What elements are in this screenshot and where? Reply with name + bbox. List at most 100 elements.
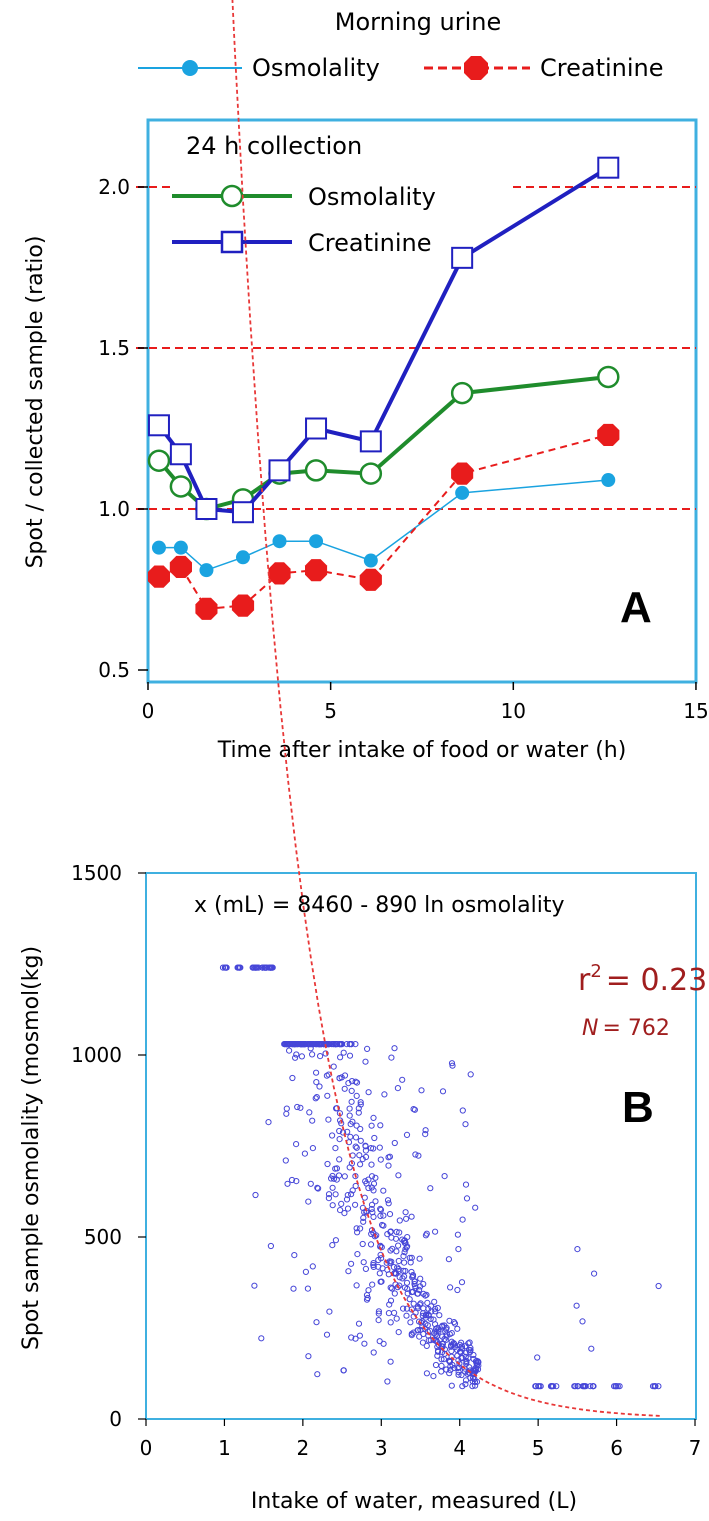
scatter-point xyxy=(422,1131,429,1138)
scatter-point xyxy=(298,1053,305,1060)
scatter-point xyxy=(394,1264,401,1271)
data-point xyxy=(195,597,218,620)
scatter-point xyxy=(395,1242,402,1249)
scatter-point xyxy=(473,1362,480,1369)
scatter-point xyxy=(451,1340,458,1348)
x-tick-label: 2 xyxy=(296,1436,309,1460)
scatter-point xyxy=(408,1330,415,1337)
scatter-point xyxy=(393,1270,400,1277)
scatter-point xyxy=(433,1328,440,1335)
scatter-point xyxy=(326,1308,333,1315)
scatter-point xyxy=(330,1063,337,1070)
scatter-point xyxy=(348,1334,355,1341)
scatter-point xyxy=(301,1150,308,1157)
scatter-point xyxy=(423,1291,430,1298)
scatter-point xyxy=(333,1105,340,1112)
scatter-point xyxy=(353,1079,361,1086)
scatter-point xyxy=(325,1191,333,1198)
scatter-point xyxy=(415,1327,422,1334)
scatter-point xyxy=(352,1143,359,1150)
x-tick-label: 0 xyxy=(140,1436,153,1460)
data-point xyxy=(231,501,254,524)
legend-24h-osmolality-marker-icon xyxy=(220,184,244,208)
scatter-point xyxy=(431,1298,438,1305)
scatter-point xyxy=(467,1071,474,1078)
scatter-point xyxy=(284,1180,291,1187)
data-point xyxy=(451,462,474,485)
scatter-point xyxy=(400,1253,407,1260)
scatter-point xyxy=(381,1091,388,1098)
data-point xyxy=(199,563,214,578)
scatter-point xyxy=(353,1144,360,1151)
scatter-point xyxy=(341,1173,348,1180)
scatter-point xyxy=(357,1161,364,1168)
scatter-point xyxy=(330,1175,338,1182)
scatter-point xyxy=(467,1344,474,1352)
data-point xyxy=(169,555,192,578)
scatter-point xyxy=(309,1051,316,1058)
x-tick-label: 15 xyxy=(683,699,708,723)
scatter-point xyxy=(449,1062,456,1069)
scatter-point xyxy=(344,1205,352,1212)
scatter-point xyxy=(354,1229,361,1236)
scatter-point xyxy=(337,1207,344,1214)
scatter-point xyxy=(294,1103,301,1111)
x-tick-label: 1 xyxy=(218,1436,231,1460)
scatter-point xyxy=(346,1112,353,1119)
scatter-point xyxy=(329,1184,336,1191)
scatter-point xyxy=(415,1152,422,1159)
scatter-point xyxy=(282,1157,289,1164)
scatter-point xyxy=(298,1041,306,1048)
scatter-point xyxy=(582,1383,589,1390)
scatter-point xyxy=(375,1308,382,1315)
scatter-point xyxy=(436,1312,443,1319)
scatter-point xyxy=(462,1353,469,1360)
scatter-point xyxy=(420,1280,427,1288)
panel-b: 0 1 2 3 4 5 6 7 0 500 1000 1500 x (mL) = 8460 - 890… xyxy=(19,0,707,1514)
scatter-point xyxy=(385,1310,392,1317)
scatter-point xyxy=(411,1278,418,1285)
scatter-point xyxy=(463,1349,470,1356)
scatter-point xyxy=(534,1354,541,1361)
scatter-point xyxy=(328,1175,335,1182)
scatter-point xyxy=(439,1333,446,1340)
scatter-point xyxy=(363,1292,371,1299)
x-axis-title-b: Intake of water, measured (L) xyxy=(251,1489,577,1514)
scatter-point xyxy=(343,1196,351,1203)
scatter-point xyxy=(360,1259,367,1266)
scatter-point xyxy=(388,1285,396,1292)
scatter-point xyxy=(612,1383,619,1390)
scatter-point xyxy=(348,1087,355,1095)
scatter-point xyxy=(424,1299,431,1307)
scatter-point xyxy=(370,1349,377,1356)
scatter-point xyxy=(406,1296,413,1303)
x-tick-label: 6 xyxy=(610,1436,623,1460)
scatter-point xyxy=(365,1089,372,1096)
scatter-point xyxy=(353,1122,360,1129)
scatter-point xyxy=(370,1213,377,1221)
scatter-point xyxy=(387,1297,395,1304)
panel-letter-b: B xyxy=(622,1083,654,1132)
series-a xyxy=(147,156,620,620)
scatter-point xyxy=(394,1085,401,1092)
scatter-point xyxy=(324,1092,331,1099)
scatter-point xyxy=(464,1370,471,1378)
scatter-point xyxy=(348,1191,355,1198)
scatter-point xyxy=(346,1052,354,1059)
fit-equation: x (mL) = 8460 - 890 ln osmolality xyxy=(194,893,565,918)
scatter-point xyxy=(329,1202,336,1209)
scatter-point xyxy=(306,1109,313,1116)
data-point xyxy=(309,534,324,549)
scatter-point xyxy=(267,1242,274,1250)
scatter-point xyxy=(377,1205,384,1213)
scatter-point xyxy=(380,1212,387,1219)
scatter-point xyxy=(406,1254,413,1262)
y-tick-label: 0 xyxy=(109,1407,122,1431)
scatter-point xyxy=(322,1050,329,1057)
scatter-point xyxy=(450,1340,457,1347)
scatter-point xyxy=(616,1383,623,1390)
scatter-point xyxy=(356,1332,363,1339)
legend-24h: 24 h collection Osmolality Creatinine xyxy=(170,128,510,268)
scatter-point xyxy=(355,1105,362,1112)
scatter-point xyxy=(369,1281,376,1288)
